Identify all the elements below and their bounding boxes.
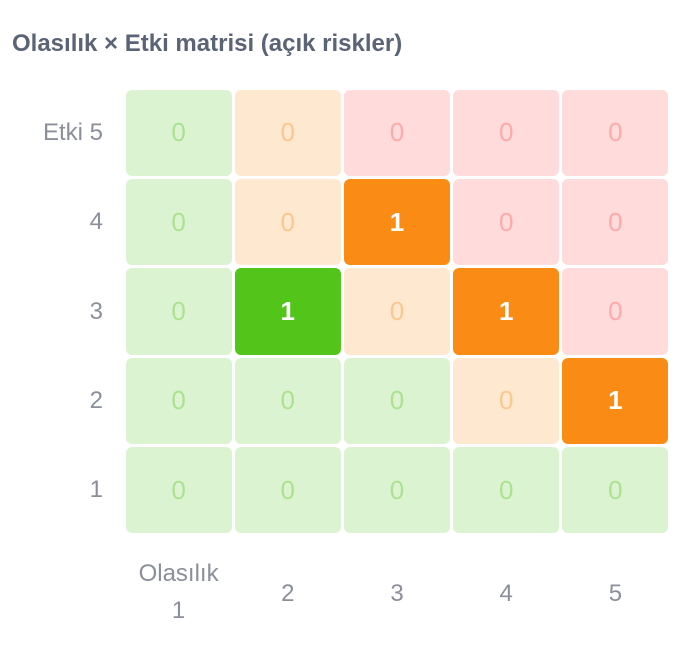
cell-count: 0 xyxy=(280,206,296,237)
cell-background xyxy=(562,447,669,534)
cell-count: 1 xyxy=(498,295,514,326)
matrix-cell: 0 xyxy=(562,89,669,176)
cell-background xyxy=(234,357,341,445)
cell-background xyxy=(562,178,669,266)
matrix-cell: 0 xyxy=(343,268,451,355)
cell-background xyxy=(343,447,451,534)
cell-background xyxy=(453,178,560,266)
cell-background xyxy=(562,268,669,355)
matrix-cell: 0 xyxy=(343,89,451,176)
y-tick-label: 3 xyxy=(89,297,103,325)
matrix-cell: 0 xyxy=(562,178,669,266)
cell-count: 0 xyxy=(389,117,405,148)
matrix-cell: 1 xyxy=(562,357,669,445)
matrix-cell: 0 xyxy=(562,268,669,355)
cell-background xyxy=(125,178,232,266)
cell-background xyxy=(562,357,669,445)
cell-count: 1 xyxy=(608,385,623,416)
matrix-cell: 0 xyxy=(125,447,232,534)
x-tick-label: 5 xyxy=(608,580,623,607)
cell-background xyxy=(562,89,669,176)
cell-count: 0 xyxy=(608,474,623,505)
matrix-cell: 0 xyxy=(453,357,560,445)
matrix-cell: 1 xyxy=(343,178,451,266)
matrix-cell: 0 xyxy=(453,447,560,534)
matrix-cell: 0 xyxy=(234,178,341,266)
cell-background xyxy=(343,89,451,176)
matrix-cell: 0 xyxy=(234,89,341,176)
cell-background xyxy=(343,268,451,355)
cell-background xyxy=(453,447,560,534)
matrix-cell: 0 xyxy=(234,447,341,534)
cell-background xyxy=(343,178,451,266)
cell-count: 0 xyxy=(280,117,296,148)
cell-count: 0 xyxy=(389,385,405,416)
cell-count: 0 xyxy=(389,295,405,326)
cell-count: 1 xyxy=(280,295,296,326)
matrix-cell: 0 xyxy=(343,447,451,534)
cell-background xyxy=(234,268,341,355)
cell-background xyxy=(234,447,341,534)
cell-count: 0 xyxy=(171,474,186,505)
cell-background xyxy=(125,268,232,355)
x-tick-label: 4 xyxy=(499,580,513,607)
cell-count: 0 xyxy=(498,206,514,237)
matrix-cell: 0 xyxy=(125,268,232,355)
y-tick-label: 4 xyxy=(89,208,103,236)
cell-background xyxy=(453,89,560,176)
x-tick-label: 2 xyxy=(281,580,295,607)
chart-title: Olasılık × Etki matrisi (açık riskler) xyxy=(12,30,403,57)
matrix-cell: 1 xyxy=(453,268,560,355)
cell-background xyxy=(453,268,560,355)
cell-background xyxy=(234,89,341,176)
matrix-cell: 0 xyxy=(562,447,669,534)
matrix-cell: 0 xyxy=(125,89,232,176)
matrix-cell: 1 xyxy=(234,268,341,355)
cell-count: 0 xyxy=(280,385,296,416)
matrix-cell: 0 xyxy=(234,357,341,445)
cell-count: 0 xyxy=(171,295,186,326)
cell-count: 0 xyxy=(389,474,405,505)
matrix-cell: 0 xyxy=(125,178,232,266)
cell-count: 0 xyxy=(171,206,186,237)
cell-count: 0 xyxy=(171,117,186,148)
y-tick-label: Etki 5 xyxy=(42,118,103,146)
cell-count: 0 xyxy=(280,474,296,505)
x-tick-label: 3 xyxy=(390,580,404,607)
y-tick-label: 2 xyxy=(89,386,103,414)
cell-background xyxy=(125,89,232,176)
y-tick-label: 1 xyxy=(89,476,103,504)
matrix-cell: 0 xyxy=(125,357,232,445)
cell-count: 0 xyxy=(498,385,514,416)
cell-count: 0 xyxy=(171,385,186,416)
matrix-cell: 0 xyxy=(453,178,560,266)
matrix-cell: 0 xyxy=(343,357,451,445)
cell-background xyxy=(234,178,341,266)
cell-background xyxy=(125,447,232,534)
cell-count: 0 xyxy=(608,295,623,326)
cell-count: 1 xyxy=(389,206,405,237)
cell-background xyxy=(343,357,451,445)
cell-count: 0 xyxy=(608,117,623,148)
cell-background xyxy=(125,357,232,445)
matrix-cell: 0 xyxy=(453,89,560,176)
x-tick-label: Olasılık 1 xyxy=(138,560,219,624)
cell-count: 0 xyxy=(498,474,514,505)
cell-count: 0 xyxy=(498,117,514,148)
cell-background xyxy=(453,357,560,445)
cell-count: 0 xyxy=(608,206,623,237)
